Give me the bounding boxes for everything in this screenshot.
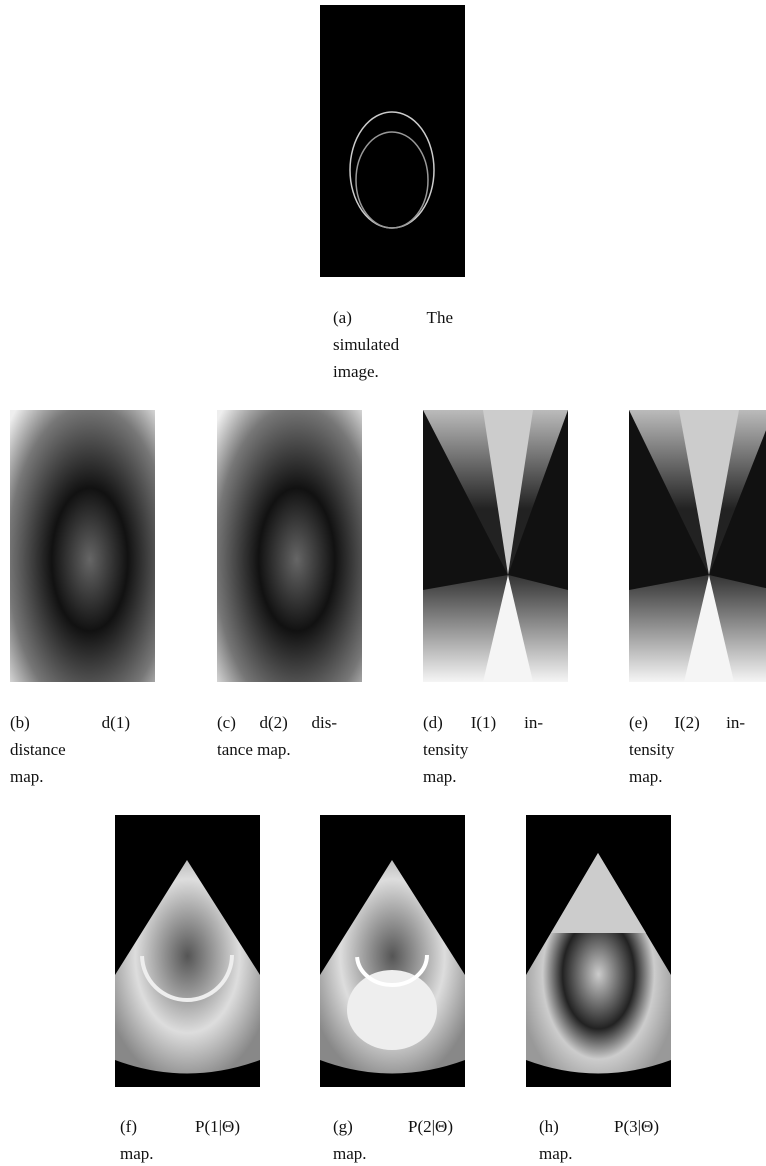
caption-line: tensity [629,736,745,763]
probability-map [320,815,465,1087]
caption: (f) P(1|Θ)map. [120,1113,240,1166]
caption-line: map. [539,1140,659,1166]
caption-line: tance map. [217,736,337,763]
caption-line: (c) d(2) dis- [217,709,337,736]
caption-line: map. [333,1140,453,1166]
figure-page: (a) Thesimulatedimage. (b) d(1)distancem… [0,0,766,1166]
caption-line: simulated [333,331,453,358]
caption-line: (d) I(1) in- [423,709,543,736]
caption-line: map. [423,763,543,790]
caption-line: map. [10,763,130,790]
intensity-map [629,410,766,682]
distance-map [217,410,362,682]
intensity-map [423,410,568,682]
caption-line: (a) The [333,304,453,331]
caption: (h) P(3|Θ)map. [539,1113,659,1166]
caption-line: (b) d(1) [10,709,130,736]
simulated-image [320,5,465,277]
caption-line: (h) P(3|Θ) [539,1113,659,1140]
caption: (c) d(2) dis-tance map. [217,709,337,763]
probability-map [526,815,671,1087]
caption-line: distance [10,736,130,763]
caption-line: (e) I(2) in- [629,709,745,736]
caption-line: (f) P(1|Θ) [120,1113,240,1140]
caption-line: map. [120,1140,240,1166]
distance-map [10,410,155,682]
probability-map [115,815,260,1087]
caption: (g) P(2|Θ)map. [333,1113,453,1166]
caption-line: image. [333,358,453,385]
caption-line: (g) P(2|Θ) [333,1113,453,1140]
caption-line: tensity [423,736,543,763]
caption-line: map. [629,763,745,790]
